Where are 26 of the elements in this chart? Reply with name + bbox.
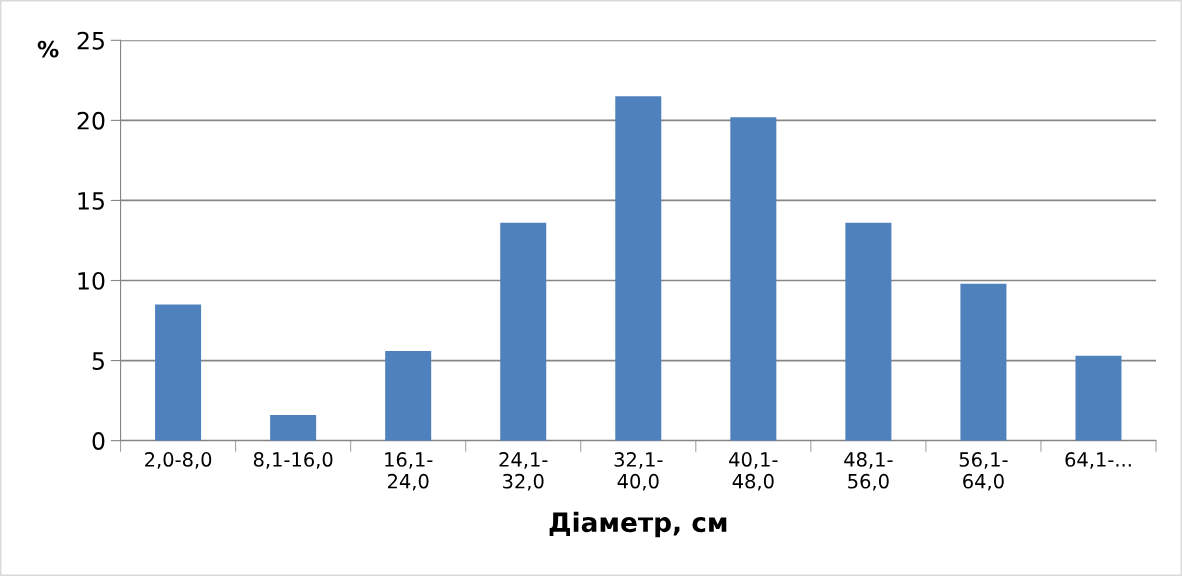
bar	[1075, 355, 1122, 441]
x-tick-label: 48,1- 56,0	[844, 452, 893, 491]
bar	[730, 117, 777, 441]
bar	[845, 222, 892, 441]
bar	[615, 96, 662, 441]
x-tick-label: 2,0-8,0	[145, 452, 212, 469]
x-tick-label: 64,1-...	[1065, 452, 1131, 469]
bar	[385, 350, 432, 441]
y-tick-label: 0	[92, 432, 105, 450]
x-tick-label: 40,1- 48,0	[729, 452, 778, 491]
y-tick-label: 10	[78, 271, 105, 290]
x-tick-label: 24,1- 32,0	[499, 452, 548, 491]
bar	[960, 283, 1007, 441]
x-axis-title: Діаметр, см	[549, 511, 727, 538]
x-tick-label: 56,1- 64,0	[959, 452, 1008, 491]
y-tick-label: 20	[77, 111, 105, 130]
bar	[155, 304, 202, 441]
y-axis-title: %	[37, 40, 59, 58]
y-tick-label: 25	[77, 31, 104, 50]
bar	[270, 415, 317, 441]
x-tick-label: 16,1- 24,0	[385, 452, 433, 491]
x-tick-label: 8,1-16,0	[253, 452, 333, 469]
x-tick-label: 32,1- 40,0	[614, 452, 663, 491]
y-tick-label: 5	[92, 352, 104, 370]
y-tick-label: 15	[78, 192, 104, 210]
bar	[500, 222, 547, 441]
